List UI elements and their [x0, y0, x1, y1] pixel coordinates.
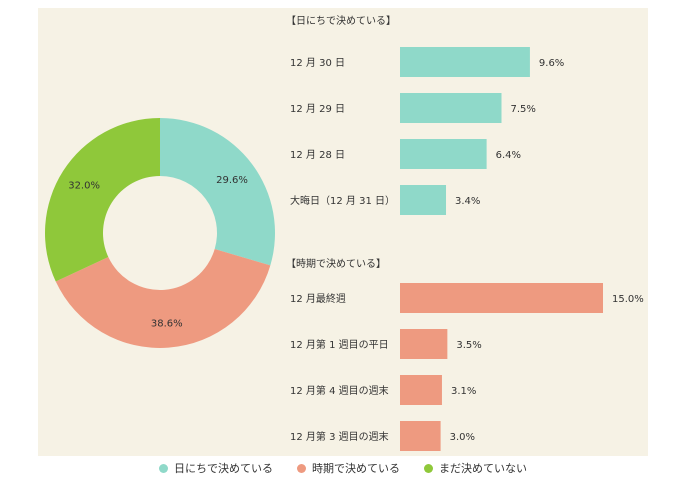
bar-category-label: 12 月最終週	[290, 292, 346, 305]
legend: 日にちで決めている 時期で決めている まだ決めていない	[0, 460, 686, 476]
bar-value-label: 3.4%	[455, 196, 480, 207]
donut-label-by-date: 29.6%	[216, 175, 248, 186]
donut-chart: 29.6% 38.6% 32.0%	[45, 118, 275, 348]
legend-dot-undecided	[424, 463, 433, 473]
donut-label-undecided: 32.0%	[68, 181, 100, 192]
legend-label-by-period: 時期で決めている	[312, 462, 400, 475]
bar-chart: 【日にちで決めている】 12 月 30 日 9.6% 12 月 29 日 7.5% 12 …	[286, 15, 644, 451]
bar-category-label: 12 月 30 日	[290, 57, 345, 69]
bar-by-period-3	[400, 375, 442, 405]
legend-item-undecided: まだ決めていない	[424, 460, 527, 476]
bar-category-label: 12 月 28 日	[290, 149, 345, 161]
bar-category-label: 12 月第 3 週目の週末	[290, 430, 389, 443]
bar-category-label: 12 月第 1 週目の平日	[290, 338, 389, 351]
legend-label-by-date: 日にちで決めている	[174, 462, 273, 475]
bar-by-date-3	[400, 139, 487, 169]
bar-value-label: 6.4%	[496, 150, 521, 161]
section-title-by-date: 【日にちで決めている】	[286, 15, 396, 27]
section-title-by-period: 【時期で決めている】	[286, 258, 386, 270]
donut-slice-undecided	[45, 118, 161, 282]
bar-by-period-4	[400, 421, 441, 451]
bar-value-label: 9.6%	[539, 58, 564, 69]
bar-value-label: 7.5%	[511, 104, 536, 115]
bar-value-label: 3.0%	[450, 432, 475, 443]
bar-value-label: 15.0%	[612, 294, 644, 305]
legend-item-by-period: 時期で決めている	[297, 460, 400, 476]
bar-value-label: 3.1%	[451, 386, 476, 397]
bar-by-period-2	[400, 329, 448, 359]
bar-by-date-1	[400, 47, 530, 77]
bar-by-date-4	[400, 185, 447, 215]
legend-label-undecided: まだ決めていない	[439, 462, 527, 475]
donut-slice-by-period	[55, 249, 271, 348]
legend-item-by-date: 日にちで決めている	[159, 460, 273, 476]
legend-dot-by-period	[297, 463, 306, 473]
bar-category-label: 12 月 29 日	[290, 103, 345, 115]
bar-by-date-2	[400, 93, 502, 123]
bar-by-period-1	[400, 283, 603, 313]
bar-category-label: 12 月第 4 週目の週末	[290, 384, 389, 397]
chart-panel	[38, 8, 648, 456]
bar-category-label: 大晦日（12 月 31 日）	[290, 194, 395, 207]
donut-label-by-period: 38.6%	[151, 319, 183, 330]
legend-dot-by-date	[159, 463, 168, 473]
donut-slice-by-date	[160, 118, 275, 266]
bar-value-label: 3.5%	[456, 340, 481, 351]
